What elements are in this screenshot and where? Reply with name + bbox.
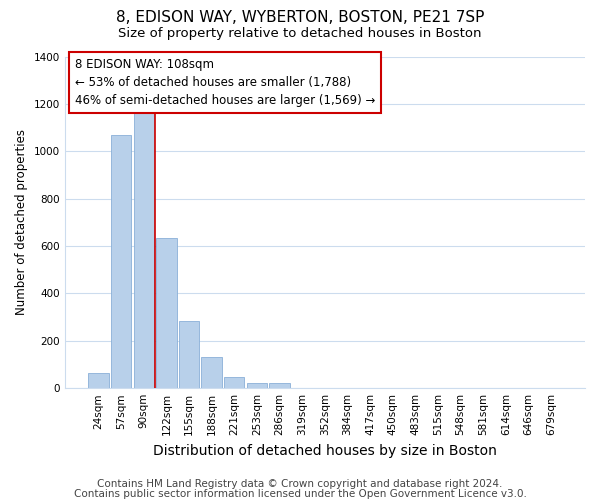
Bar <box>134 114 154 388</box>
Bar <box>179 320 199 388</box>
Bar <box>269 384 290 388</box>
Bar <box>247 384 267 388</box>
Text: Contains HM Land Registry data © Crown copyright and database right 2024.: Contains HM Land Registry data © Crown c… <box>97 479 503 489</box>
Bar <box>202 358 222 388</box>
X-axis label: Distribution of detached houses by size in Boston: Distribution of detached houses by size … <box>153 444 497 458</box>
Text: 8, EDISON WAY, WYBERTON, BOSTON, PE21 7SP: 8, EDISON WAY, WYBERTON, BOSTON, PE21 7S… <box>116 10 484 25</box>
Y-axis label: Number of detached properties: Number of detached properties <box>15 130 28 316</box>
Bar <box>111 134 131 388</box>
Bar <box>224 377 244 388</box>
Bar <box>88 373 109 388</box>
Text: 8 EDISON WAY: 108sqm
← 53% of detached houses are smaller (1,788)
46% of semi-de: 8 EDISON WAY: 108sqm ← 53% of detached h… <box>75 58 376 107</box>
Text: Size of property relative to detached houses in Boston: Size of property relative to detached ho… <box>118 28 482 40</box>
Bar <box>156 238 176 388</box>
Text: Contains public sector information licensed under the Open Government Licence v3: Contains public sector information licen… <box>74 489 526 499</box>
